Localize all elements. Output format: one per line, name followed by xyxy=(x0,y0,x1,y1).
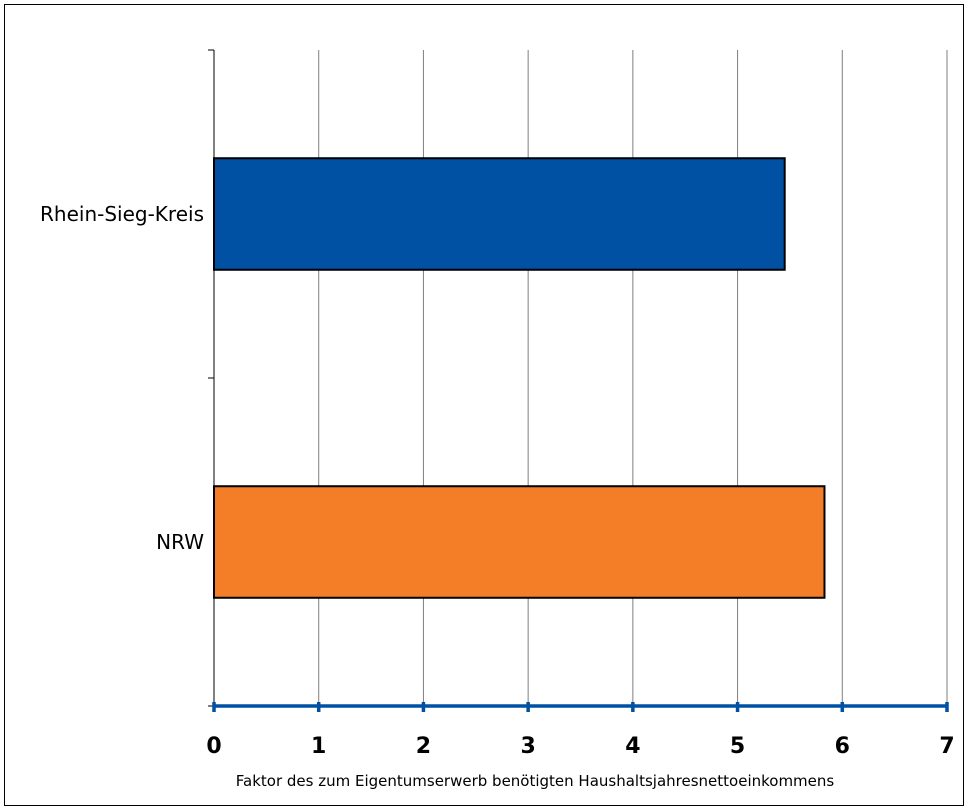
bar-nrw xyxy=(213,485,826,599)
category-label-nrw: NRW xyxy=(156,530,204,554)
bars xyxy=(213,157,826,599)
category-label-rhein-sieg-kreis: Rhein-Sieg-Kreis xyxy=(40,202,204,226)
y-axis-ticks xyxy=(208,49,214,707)
chart-frame xyxy=(4,4,964,806)
x-tick-label-2: 2 xyxy=(416,734,431,759)
x-axis-title: Faktor des zum Eigentumserwerb benötigte… xyxy=(236,772,835,790)
x-tick-labels: 0 1 2 3 4 5 6 7 xyxy=(206,734,954,759)
x-tick-label-3: 3 xyxy=(520,734,535,759)
x-tick-label-0: 0 xyxy=(206,734,221,759)
grid-lines xyxy=(318,50,948,706)
bar-rhein-sieg-kreis xyxy=(213,157,786,271)
x-tick-label-5: 5 xyxy=(730,734,745,759)
x-tick-label-6: 6 xyxy=(835,734,850,759)
x-tick-label-7: 7 xyxy=(939,734,954,759)
x-axis-ticks xyxy=(212,702,949,712)
x-tick-label-4: 4 xyxy=(625,734,640,759)
category-labels: Rhein-Sieg-Kreis NRW xyxy=(40,202,204,554)
x-tick-label-1: 1 xyxy=(311,734,326,759)
